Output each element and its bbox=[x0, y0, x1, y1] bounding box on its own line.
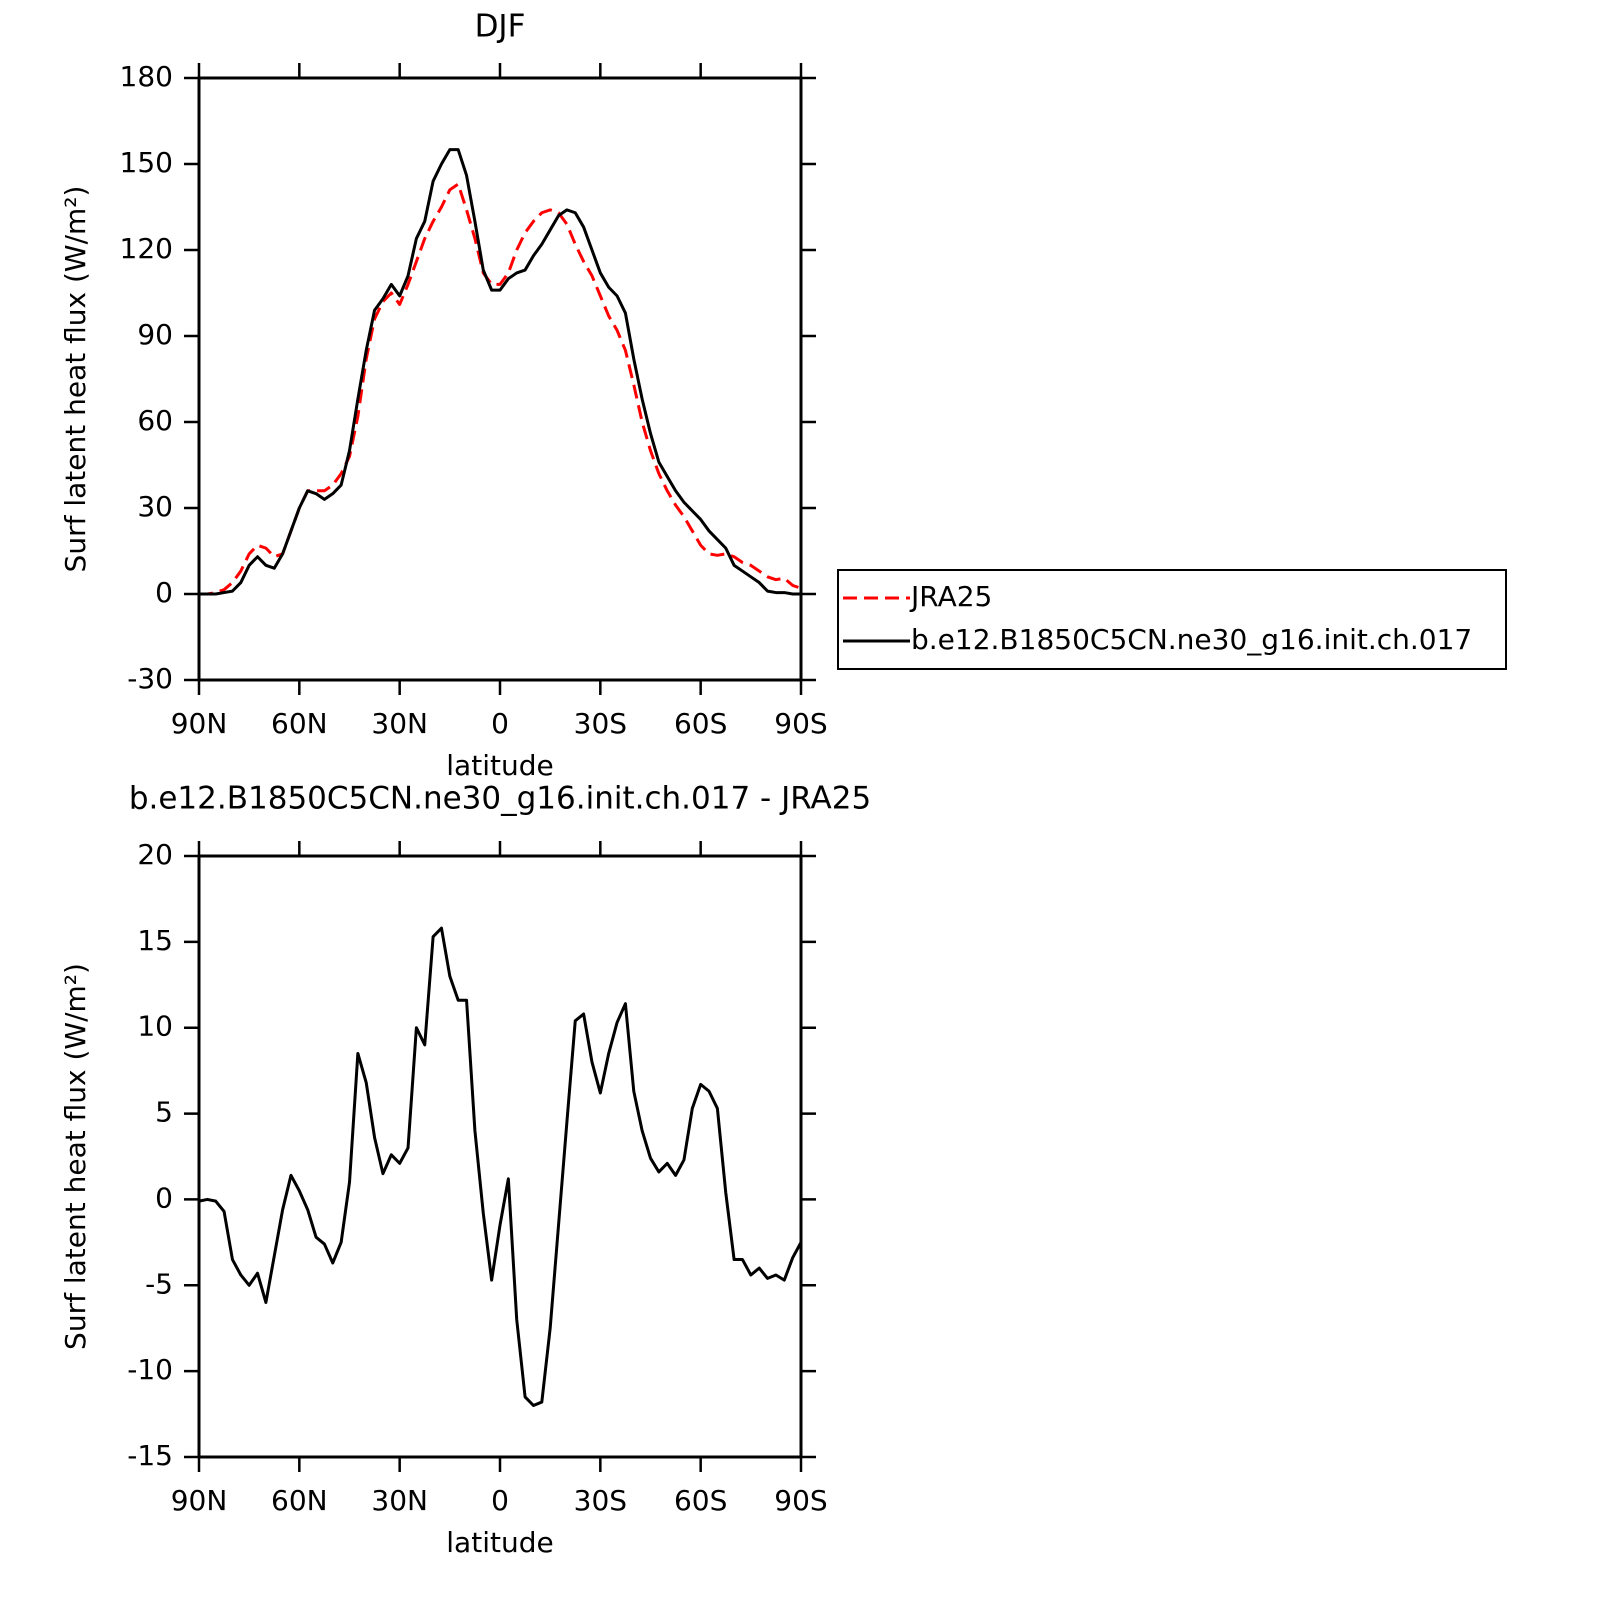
y-tick-label: -10 bbox=[127, 1353, 173, 1386]
y-tick-label: 120 bbox=[120, 232, 173, 265]
y-tick-label: 15 bbox=[137, 924, 173, 957]
y-tick-label: 5 bbox=[155, 1096, 173, 1129]
y-tick-label: -15 bbox=[127, 1439, 173, 1472]
x-tick-label: 60N bbox=[271, 707, 328, 740]
plot-frame bbox=[197, 854, 803, 1459]
chart-panel: DJF -30 0 30 60 90 120 150 180 90N 60N 30N 0 30S 60S 90… bbox=[59, 9, 1507, 782]
x-axis-label: latitude bbox=[446, 1526, 553, 1559]
x-axis-label: latitude bbox=[446, 749, 553, 782]
plot-frame bbox=[197, 76, 803, 682]
x-tick-label: 30N bbox=[371, 707, 428, 740]
y-tick-label: 180 bbox=[120, 60, 173, 93]
x-tick-label: 90N bbox=[171, 707, 228, 740]
y-tick-label: 30 bbox=[137, 490, 173, 523]
legend-label: b.e12.B1850C5CN.ne30_g16.init.ch.017 bbox=[911, 623, 1472, 656]
y-tick-label: -5 bbox=[145, 1267, 173, 1300]
y-tick-label: 0 bbox=[155, 1181, 173, 1214]
x-tick-label: 60S bbox=[674, 1484, 727, 1517]
y-axis-label: Surf latent heat flux (W/m²) bbox=[59, 186, 92, 573]
chart-title: b.e12.B1850C5CN.ne30_g16.init.ch.017 - J… bbox=[129, 781, 871, 817]
y-tick-label: 10 bbox=[137, 1010, 173, 1043]
x-tick-label: 30S bbox=[574, 707, 627, 740]
x-tick-label: 60N bbox=[271, 1484, 328, 1517]
x-tick-label: 30S bbox=[574, 1484, 627, 1517]
x-tick-label: 90S bbox=[774, 1484, 827, 1517]
y-tick-label: 0 bbox=[155, 576, 173, 609]
legend-label: JRA25 bbox=[909, 580, 992, 613]
y-tick-label: 90 bbox=[137, 318, 173, 351]
x-tick-label: 60S bbox=[674, 707, 727, 740]
x-tick-label: 90N bbox=[171, 1484, 228, 1517]
y-tick-label: 60 bbox=[137, 404, 173, 437]
legend-box bbox=[837, 569, 1507, 670]
data-line bbox=[198, 926, 803, 1407]
chart-panel: b.e12.B1850C5CN.ne30_g16.init.ch.017 - J… bbox=[59, 781, 871, 1560]
data-line bbox=[199, 148, 801, 596]
y-tick-label: 150 bbox=[120, 146, 173, 179]
x-tick-label: 30N bbox=[371, 1484, 428, 1517]
x-tick-label: 0 bbox=[491, 707, 509, 740]
y-tick-label: -30 bbox=[127, 662, 173, 695]
y-tick-label: 20 bbox=[137, 838, 173, 871]
chart-title: DJF bbox=[475, 9, 526, 45]
x-tick-label: 90S bbox=[774, 707, 827, 740]
x-tick-label: 0 bbox=[491, 1484, 509, 1517]
y-axis-label: Surf latent heat flux (W/m²) bbox=[59, 963, 92, 1350]
